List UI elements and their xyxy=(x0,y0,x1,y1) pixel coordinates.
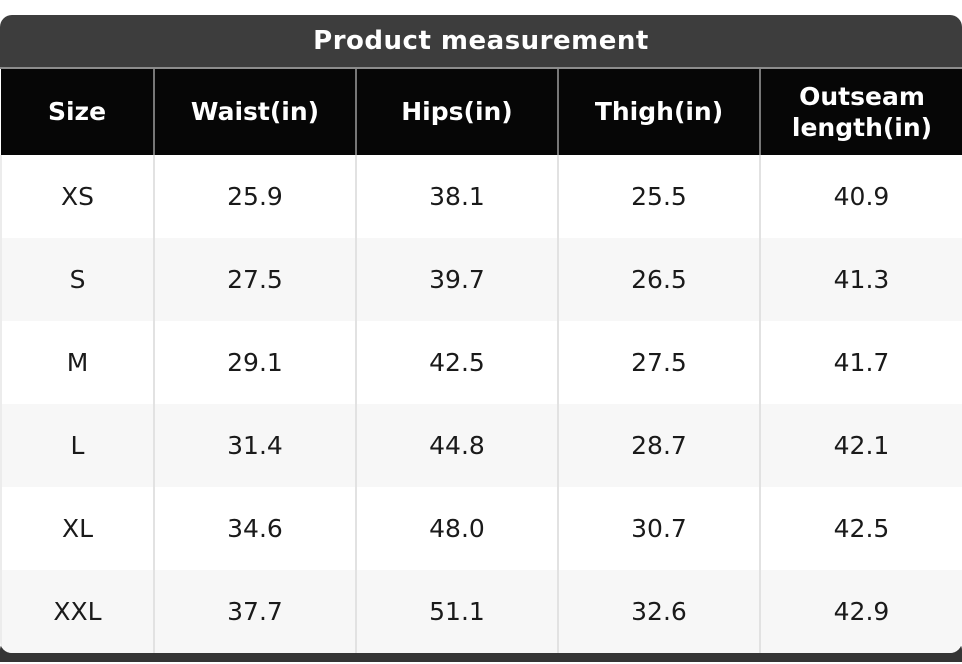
size-cell: M xyxy=(0,321,154,404)
column-header-thigh: Thigh(in) xyxy=(557,69,760,155)
column-header-size: Size xyxy=(1,69,154,155)
outseam-cell: 40.9 xyxy=(759,155,962,238)
size-cell: L xyxy=(0,404,154,487)
table-title: Product measurement xyxy=(0,15,962,69)
size-cell: XXL xyxy=(0,570,154,653)
thigh-cell: 27.5 xyxy=(557,321,760,404)
hips-cell: 51.1 xyxy=(355,570,558,653)
thigh-cell: 25.5 xyxy=(557,155,760,238)
size-cell: S xyxy=(0,238,154,321)
table-row-xs: XS 25.9 38.1 25.5 40.9 xyxy=(0,155,962,238)
thigh-cell: 26.5 xyxy=(557,238,760,321)
thigh-cell: 30.7 xyxy=(557,487,760,570)
waist-cell: 31.4 xyxy=(153,404,356,487)
outseam-cell: 42.1 xyxy=(759,404,962,487)
waist-cell: 27.5 xyxy=(153,238,356,321)
outseam-cell: 41.3 xyxy=(759,238,962,321)
waist-cell: 37.7 xyxy=(153,570,356,653)
outseam-cell: 42.9 xyxy=(759,570,962,653)
hips-cell: 39.7 xyxy=(355,238,558,321)
column-header-hips: Hips(in) xyxy=(355,69,558,155)
waist-cell: 34.6 xyxy=(153,487,356,570)
outseam-cell: 42.5 xyxy=(759,487,962,570)
table-row-xxl: XXL 37.7 51.1 32.6 42.9 xyxy=(0,570,962,653)
measurement-table-card: Product measurement Size Waist(in) Hips(… xyxy=(0,15,962,653)
hips-cell: 42.5 xyxy=(355,321,558,404)
table-row-s: S 27.5 39.7 26.5 41.3 xyxy=(0,238,962,321)
waist-cell: 25.9 xyxy=(153,155,356,238)
waist-cell: 29.1 xyxy=(153,321,356,404)
size-cell: XL xyxy=(0,487,154,570)
outseam-cell: 41.7 xyxy=(759,321,962,404)
hips-cell: 44.8 xyxy=(355,404,558,487)
top-margin xyxy=(0,0,962,15)
column-header-outseam: Outseam length(in) xyxy=(759,69,962,155)
table-row-m: M 29.1 42.5 27.5 41.7 xyxy=(0,321,962,404)
hips-cell: 48.0 xyxy=(355,487,558,570)
hips-cell: 38.1 xyxy=(355,155,558,238)
size-cell: XS xyxy=(0,155,154,238)
measurement-table: Size Waist(in) Hips(in) Thigh(in) Outsea… xyxy=(0,69,962,653)
thigh-cell: 28.7 xyxy=(557,404,760,487)
column-header-waist: Waist(in) xyxy=(153,69,356,155)
thigh-cell: 32.6 xyxy=(557,570,760,653)
table-row-l: L 31.4 44.8 28.7 42.1 xyxy=(0,404,962,487)
header-row: Size Waist(in) Hips(in) Thigh(in) Outsea… xyxy=(1,69,962,155)
table-row-xl: XL 34.6 48.0 30.7 42.5 xyxy=(0,487,962,570)
